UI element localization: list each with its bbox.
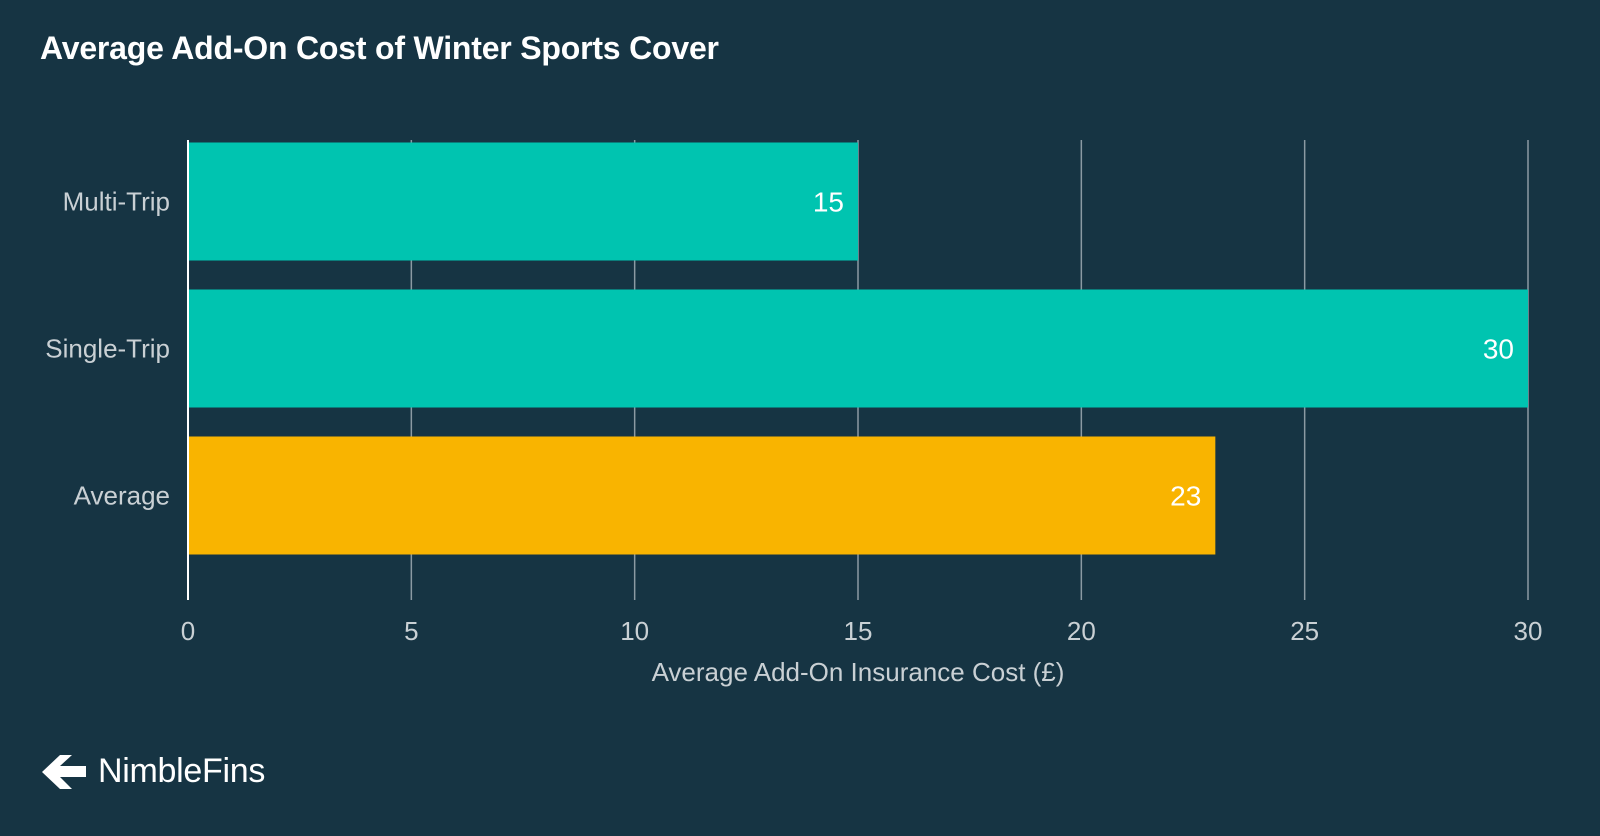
x-tick-label: 10 <box>620 616 649 646</box>
x-tick-label: 25 <box>1290 616 1319 646</box>
x-tick-label: 15 <box>844 616 873 646</box>
brand-name: NimbleFins <box>98 752 266 790</box>
x-tick-label: 5 <box>404 616 418 646</box>
data-label: 30 <box>1483 334 1514 365</box>
category-label: Single-Trip <box>45 334 170 364</box>
bar-single-trip <box>188 289 1528 408</box>
nimblefins-arrow-icon <box>42 754 86 789</box>
bar-multi-trip <box>188 142 858 261</box>
category-label: Average <box>74 481 170 511</box>
bars <box>188 142 1528 555</box>
x-tick-label: 20 <box>1067 616 1096 646</box>
bar-average <box>188 436 1216 555</box>
chart-title: Average Add-On Cost of Winter Sports Cov… <box>40 30 719 66</box>
category-label: Multi-Trip <box>63 187 170 217</box>
brand: NimbleFins <box>40 752 265 791</box>
x-tick-label: 30 <box>1514 616 1543 646</box>
x-tick-label: 0 <box>181 616 195 646</box>
x-axis-title: Average Add-On Insurance Cost (£) <box>652 657 1065 687</box>
labels: 0 5 10 15 20 25 30 Multi-Trip 15 Single-Trip 30 Ave… <box>45 187 1542 647</box>
data-label: 23 <box>1170 481 1201 512</box>
data-label: 15 <box>813 187 844 218</box>
